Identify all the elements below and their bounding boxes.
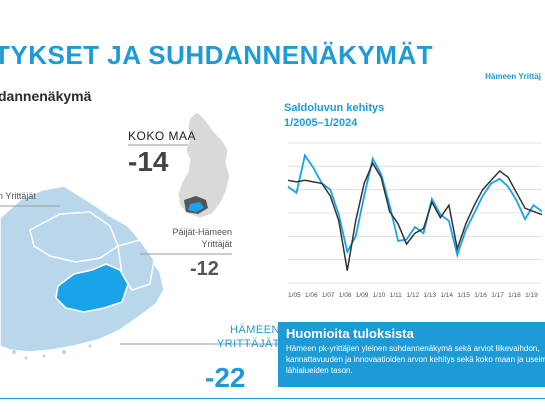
paijat-label: Päijät-Hämeen Yrittäjät — [172, 227, 232, 249]
x-tick-label: 1/15 — [457, 292, 470, 299]
x-tick-label: 1/16 — [474, 292, 487, 299]
series-line-2 — [287, 161, 543, 271]
series-line-1 — [287, 153, 543, 259]
hameen-value: -22 — [205, 362, 246, 393]
x-tick-label: 1/17 — [491, 292, 504, 299]
x-tick-label: 1/18 — [508, 292, 521, 299]
notes-text: Hämeen pk-yrittäjien yleinen suhdannenäk… — [286, 344, 545, 375]
region-north — [29, 211, 119, 263]
finland-map-icon — [177, 111, 231, 219]
x-tick-label: 1/12 — [407, 292, 420, 299]
section-subtitle: dannenäkymä — [0, 88, 92, 104]
x-tick-label: 1/14 — [440, 292, 453, 299]
x-tick-label: 1/05 — [288, 292, 301, 299]
x-tick-label: 1/06 — [305, 292, 318, 299]
x-tick-label: 1/09 — [356, 292, 369, 299]
hameen-region — [55, 263, 129, 313]
page-title: TYKSET JA SUHDANNENÄKYMÄT — [0, 40, 434, 70]
saldoluku-line-chart: 1/05 1/06 1/07 1/08 1/09 1/10 1/11 1/12 1/13 1/14… — [287, 142, 543, 299]
notes-title: Huomioita tuloksista — [286, 326, 414, 341]
hameen-label: HÄMEEN YRITTÄJÄT — [216, 324, 280, 350]
region-yrittajat-label: n Yrittäjät — [0, 191, 36, 201]
brand-name: Hämeen Yrittäj — [485, 72, 541, 81]
x-tick-label: 1/07 — [322, 292, 335, 299]
chart-title-line-1: Saldoluvun kehitys — [284, 102, 385, 114]
x-tick-label: 1/11 — [390, 292, 403, 299]
chart-title: Saldoluvun kehitys 1/2005–1/2024 — [284, 101, 384, 131]
x-tick-label: 1/19 — [525, 292, 538, 299]
paijat-value: -12 — [190, 258, 219, 280]
x-tick-label: 1/10 — [373, 292, 386, 299]
bottom-divider — [0, 398, 545, 399]
x-tick-label: 1/08 — [339, 292, 352, 299]
koko-maa-label: KOKO MAA — [128, 129, 197, 143]
koko-maa-value: -14 — [128, 146, 169, 177]
notes-box: Huomioita tuloksista Hämeen pk-yrittäjie… — [278, 322, 545, 387]
x-tick-label: 1/13 — [423, 292, 436, 299]
hameen-mini-icon — [188, 202, 204, 212]
chart-title-line-2: 1/2005–1/2024 — [284, 117, 358, 129]
